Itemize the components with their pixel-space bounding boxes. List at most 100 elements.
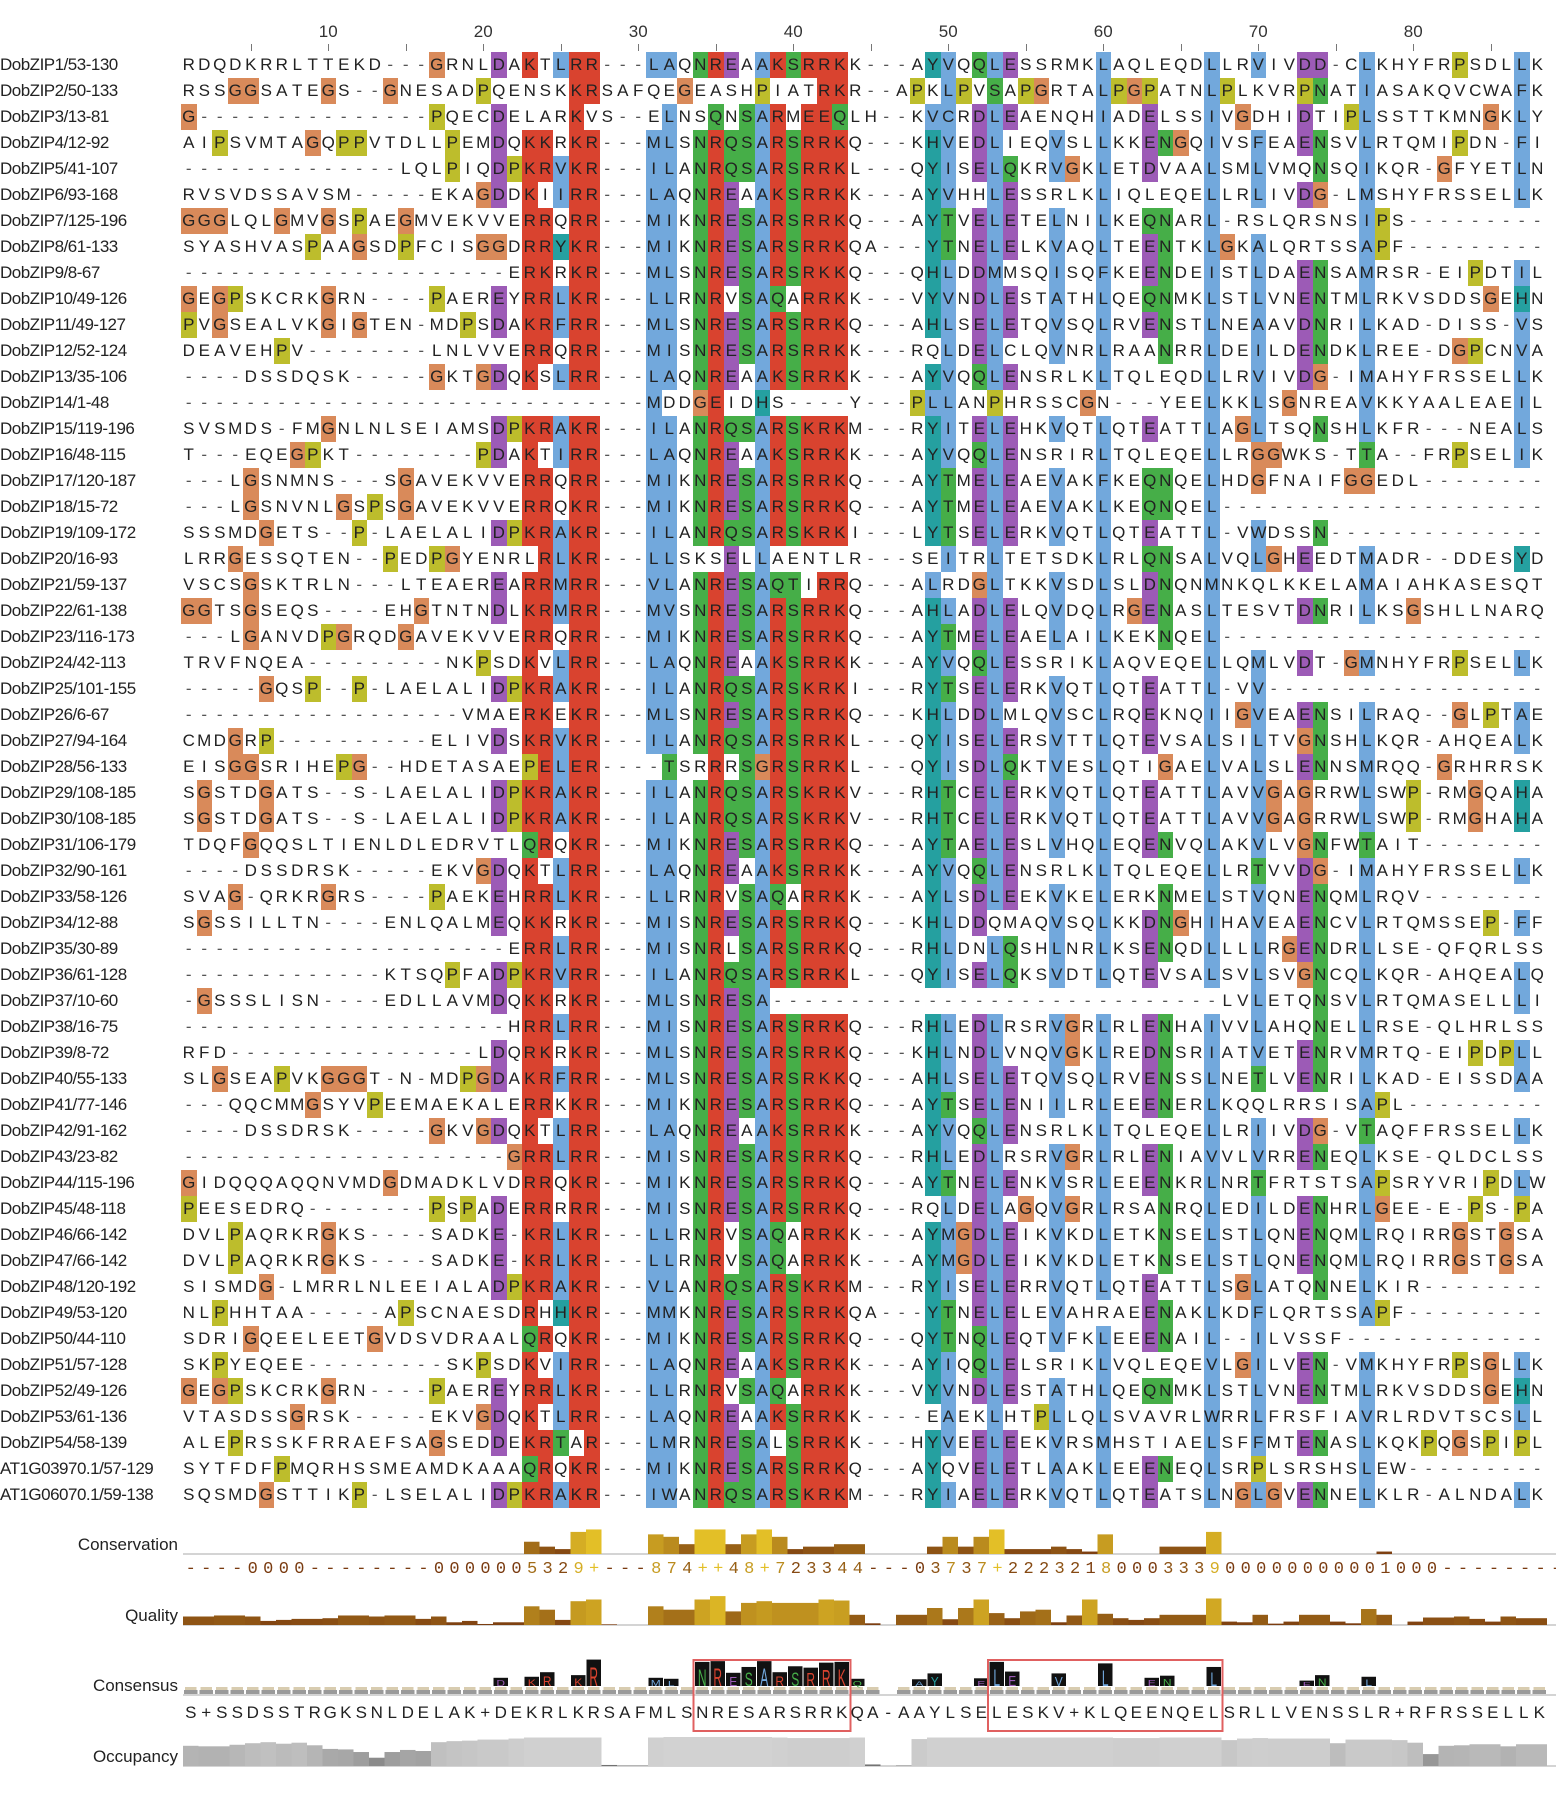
residue[interactable]: C (275, 289, 288, 308)
residue[interactable]: R (1329, 1069, 1342, 1088)
residue[interactable]: K (1221, 1095, 1233, 1114)
sequence-id[interactable]: DobZIP27/94-164 (0, 731, 127, 750)
residue[interactable]: T (261, 1303, 272, 1322)
residue[interactable]: M (848, 1277, 863, 1296)
residue[interactable]: Q (1142, 546, 1158, 572)
residue[interactable]: V (1128, 315, 1140, 334)
gap[interactable]: - (1410, 627, 1417, 646)
residue[interactable]: S (307, 601, 319, 620)
gap[interactable]: - (480, 393, 487, 412)
residue[interactable]: Q (244, 1095, 258, 1114)
residue[interactable]: N (1066, 341, 1079, 360)
residue[interactable]: I (661, 234, 677, 260)
residue[interactable]: A (741, 185, 753, 204)
residue[interactable]: R (1484, 1017, 1497, 1036)
residue[interactable]: L (463, 783, 473, 802)
residue[interactable]: Q (1437, 1433, 1451, 1452)
residue[interactable]: K (462, 1355, 474, 1374)
residue[interactable]: N (1312, 728, 1328, 754)
residue[interactable]: G (1266, 806, 1282, 832)
residue[interactable]: N (1157, 910, 1173, 936)
residue[interactable]: L (416, 133, 426, 152)
gap[interactable]: - (325, 393, 332, 412)
residue[interactable]: Y (1407, 393, 1419, 412)
residue[interactable]: E (1020, 133, 1032, 152)
residue[interactable]: I (1472, 1173, 1478, 1192)
residue[interactable]: S (1454, 185, 1466, 204)
residue[interactable]: Q (368, 627, 382, 646)
residue[interactable]: R (1298, 1095, 1311, 1114)
residue[interactable]: A (400, 809, 412, 828)
gap[interactable]: - (635, 211, 642, 230)
residue[interactable]: G (243, 754, 259, 780)
residue[interactable]: G (1126, 78, 1142, 104)
residue[interactable]: Y (849, 393, 861, 412)
residue[interactable]: Q (1034, 705, 1048, 724)
residue[interactable]: S (739, 832, 755, 858)
residue[interactable]: T (1005, 549, 1016, 568)
residue[interactable]: E (508, 1433, 520, 1452)
residue[interactable]: R (568, 962, 584, 988)
sequence-id[interactable]: DobZIP26/6-67 (0, 705, 109, 724)
residue[interactable]: S (229, 315, 241, 334)
residue[interactable]: R (182, 1043, 195, 1062)
residue[interactable]: K (1082, 1329, 1094, 1348)
residue[interactable]: R (1298, 211, 1311, 230)
residue[interactable]: T (1067, 1381, 1078, 1400)
residue[interactable]: R (816, 338, 832, 364)
residue[interactable]: L (987, 624, 1003, 650)
residue[interactable]: G (258, 676, 274, 702)
residue[interactable]: L (385, 1485, 395, 1504)
residue[interactable]: E (723, 832, 739, 858)
residue[interactable]: Q (1174, 939, 1188, 958)
residue[interactable]: S (1082, 757, 1094, 776)
residue[interactable]: G (1343, 468, 1359, 494)
gap[interactable]: - (1410, 237, 1417, 256)
residue[interactable]: V (1049, 494, 1065, 520)
residue[interactable]: D (971, 884, 987, 910)
residue[interactable]: Q (1484, 783, 1498, 802)
residue[interactable]: F (1514, 130, 1530, 156)
residue[interactable]: C (1345, 55, 1358, 74)
residue[interactable]: A (477, 1459, 489, 1478)
residue[interactable]: V (1159, 159, 1171, 178)
gap[interactable]: - (294, 393, 301, 412)
gap[interactable]: - (418, 1199, 425, 1218)
residue[interactable]: R (1376, 289, 1389, 308)
residue[interactable]: A (754, 494, 770, 520)
residue[interactable]: D (508, 1355, 521, 1374)
gap[interactable]: - (1534, 1095, 1541, 1114)
residue[interactable]: S (911, 549, 923, 568)
residue[interactable]: H (1422, 575, 1435, 594)
gap[interactable]: - (1332, 861, 1339, 880)
residue[interactable]: R (816, 182, 832, 208)
residue[interactable]: L (1129, 1017, 1139, 1036)
residue[interactable]: E (555, 705, 567, 724)
residue[interactable]: S (1221, 1459, 1233, 1478)
residue[interactable]: N (692, 624, 708, 650)
residue[interactable]: S (1469, 315, 1481, 334)
residue[interactable]: T (307, 1485, 318, 1504)
gap[interactable]: - (883, 965, 890, 984)
residue[interactable]: K (568, 1300, 584, 1326)
residue[interactable]: E (1531, 705, 1543, 724)
residue[interactable]: E (971, 520, 987, 546)
residue[interactable]: N (692, 1248, 708, 1274)
residue[interactable]: A (754, 1248, 770, 1274)
residue[interactable]: A (338, 237, 350, 256)
residue[interactable]: S (1330, 1303, 1342, 1322)
residue[interactable]: R (816, 1144, 832, 1170)
gap[interactable]: - (867, 1173, 874, 1192)
residue[interactable]: E (958, 1407, 970, 1426)
residue[interactable]: H (754, 390, 770, 416)
residue[interactable]: C (1004, 341, 1017, 360)
residue[interactable]: K (816, 1066, 832, 1092)
residue[interactable]: R (1298, 1303, 1311, 1322)
residue[interactable]: E (400, 1459, 412, 1478)
residue[interactable]: R (708, 416, 724, 442)
residue[interactable]: K (568, 780, 584, 806)
residue[interactable]: N (1312, 1040, 1328, 1066)
residue[interactable]: S (1345, 1303, 1357, 1322)
